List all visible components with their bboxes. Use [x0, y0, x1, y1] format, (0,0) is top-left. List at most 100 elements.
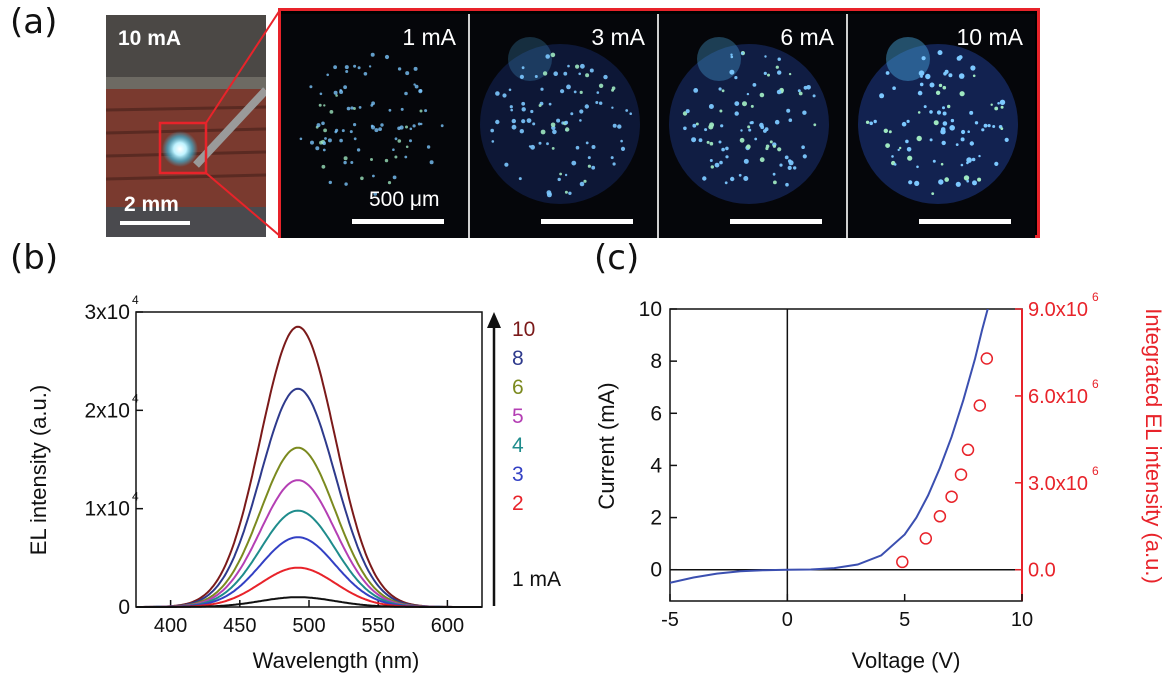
micrograph-dot: [532, 122, 536, 126]
micrograph-dots: [858, 37, 1018, 204]
x-tick-label: 0: [782, 609, 793, 631]
micrograph-dot: [773, 180, 777, 185]
micrograph-dot: [959, 91, 965, 97]
micrograph-dot: [683, 126, 687, 131]
micrograph-dot: [710, 165, 714, 169]
micrograph-dot: [929, 82, 935, 88]
micrograph-dot: [798, 91, 803, 96]
micrograph-dot: [776, 89, 782, 95]
legend-label-5: 5: [512, 405, 524, 428]
micrograph-dot: [538, 141, 542, 145]
micrograph-dot: [370, 52, 375, 57]
micrograph-dot: [344, 65, 349, 70]
micrograph-dot: [620, 139, 623, 143]
y-right-tick-exponent: 6: [1092, 464, 1099, 478]
micrograph-dot: [869, 121, 873, 126]
el-point: [973, 399, 987, 412]
y-right-tick-label: 9.0x10: [1028, 299, 1088, 321]
y-tick-label: 8: [650, 350, 662, 373]
micrograph-dot: [405, 125, 408, 129]
el-series-8: [136, 387, 482, 608]
micrograph-dot: [368, 65, 372, 68]
micrograph-frame: 1 mA 500 μm 3 mA 6 mA 10 mA: [278, 8, 1040, 238]
micrograph-dot: [724, 181, 728, 185]
micrograph-dot: [521, 66, 525, 70]
micrograph-dot: [319, 92, 323, 96]
micrograph-dot: [983, 123, 988, 128]
micrograph-2-scale-bar: [541, 219, 633, 224]
micrograph-dot: [528, 145, 532, 148]
micrograph-dot: [960, 163, 964, 167]
micrograph-dot: [706, 140, 710, 144]
x-tick-label: 400: [154, 615, 187, 637]
micrograph-dot: [787, 165, 792, 170]
micrograph-dot: [598, 83, 604, 89]
micrograph-dot: [917, 111, 921, 114]
micrograph-dot: [560, 89, 565, 94]
el-spectra-frame: [135, 311, 483, 608]
micrograph-dot: [754, 137, 758, 141]
y-tick-label: 10: [639, 298, 662, 321]
micrograph-dot: [412, 124, 416, 128]
x-tick-label: 600: [431, 615, 464, 637]
micrograph-dot: [339, 89, 342, 92]
micrograph-dot: [742, 101, 747, 107]
micrograph-dot: [353, 137, 357, 141]
micrograph-dot: [929, 138, 933, 142]
micrograph-dot: [738, 173, 742, 177]
legend-label-6: 6: [512, 376, 524, 399]
legend-label-8: 8: [512, 347, 524, 370]
micrograph-dot: [346, 106, 351, 111]
micrograph-dot: [994, 161, 999, 166]
micrograph-dot: [350, 106, 354, 110]
micrograph-dot: [552, 129, 557, 135]
micrograph-dot: [417, 122, 421, 126]
micrograph-dot: [323, 104, 326, 107]
micrograph-dot: [612, 162, 616, 166]
micrograph-dot: [343, 85, 347, 90]
micrograph-dot: [788, 160, 794, 166]
micrograph-dot: [510, 108, 513, 112]
micrograph-dot: [748, 128, 752, 132]
micrograph-dot: [682, 111, 688, 116]
legend-label-1: 1 mA: [512, 568, 561, 591]
micrograph-dot: [587, 164, 591, 168]
micrograph-dot: [885, 71, 890, 75]
micrograph-dot: [565, 127, 570, 132]
micrograph-dot: [704, 128, 708, 132]
micrograph-dot: [327, 138, 332, 143]
micrograph-scale-label: 500 μm: [369, 188, 440, 211]
micrograph-dot: [813, 123, 817, 127]
micrograph-dot: [730, 55, 734, 59]
micrograph-dot: [370, 158, 373, 161]
micrograph-dot: [879, 93, 885, 99]
micrograph-dot: [734, 111, 739, 116]
micrograph-dot: [899, 146, 902, 150]
micrograph-dot: [767, 73, 770, 77]
micrograph-dot: [530, 109, 534, 114]
micrograph-dot: [692, 123, 697, 128]
micrograph-dot: [942, 121, 948, 126]
micrograph-dot: [977, 177, 982, 182]
micrograph-dot: [568, 191, 572, 195]
micrograph-dot: [779, 163, 783, 167]
micrograph-dot: [353, 64, 357, 68]
micrograph-dot: [958, 55, 963, 60]
micrograph-dot: [579, 181, 585, 187]
micrograph-dot: [502, 93, 507, 98]
micrograph-dot: [321, 121, 325, 126]
micrograph-dot: [999, 99, 1006, 106]
micrograph-dot: [698, 138, 703, 143]
micrograph-dot: [997, 102, 1000, 105]
micrograph-dot: [378, 127, 382, 131]
micrograph-dot: [491, 140, 495, 143]
micrograph-dot: [559, 172, 562, 176]
micrograph-dot: [404, 155, 408, 159]
micrograph-dot: [542, 71, 548, 76]
micrograph-dot: [538, 104, 542, 107]
micrograph-dot: [341, 129, 345, 133]
micrograph-dot: [370, 125, 376, 130]
micrograph-dot: [557, 177, 561, 182]
micrograph-dot: [504, 162, 509, 167]
micrograph-glow: [508, 37, 552, 81]
